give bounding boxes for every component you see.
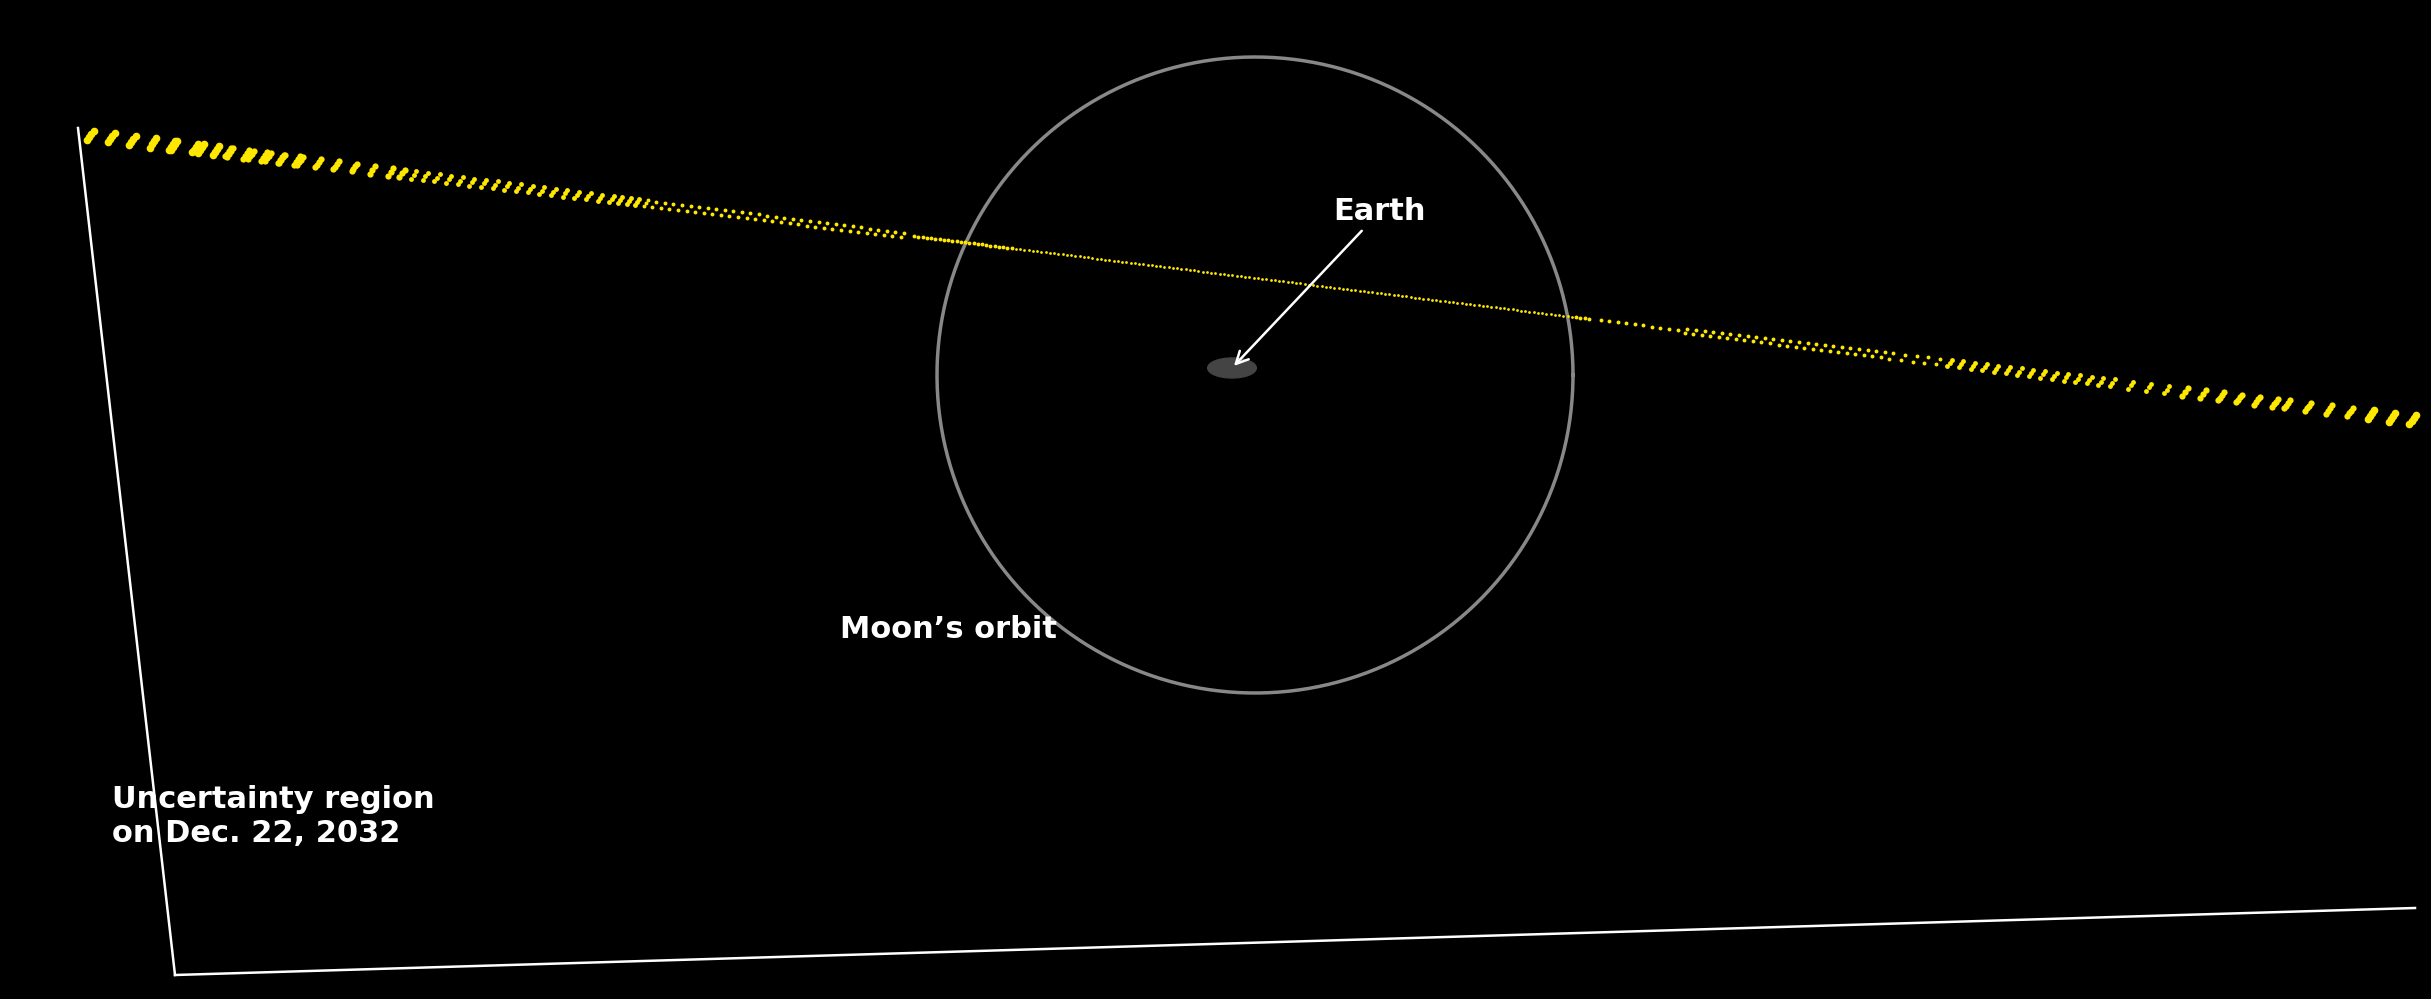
Text: Earth: Earth bbox=[1235, 197, 1427, 364]
Circle shape bbox=[1208, 358, 1257, 378]
Text: Moon’s orbit: Moon’s orbit bbox=[841, 615, 1057, 644]
Text: Uncertainty region
on Dec. 22, 2032: Uncertainty region on Dec. 22, 2032 bbox=[112, 785, 435, 847]
